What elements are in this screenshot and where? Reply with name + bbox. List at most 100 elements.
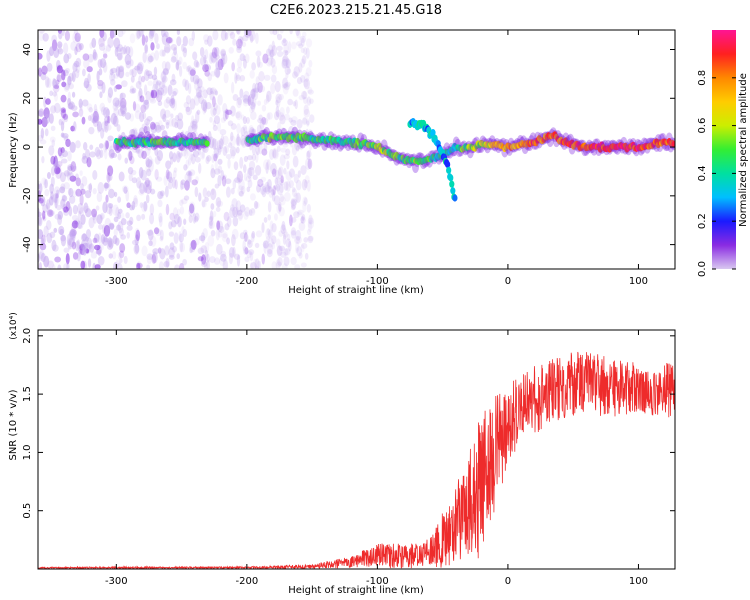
noise-speckle: [214, 67, 221, 78]
noise-speckle: [202, 228, 208, 239]
noise-speckle: [48, 113, 54, 124]
noise-speckle: [157, 100, 163, 107]
noise-speckle: [291, 144, 298, 156]
noise-speckle: [182, 46, 187, 58]
noise-speckle: [82, 245, 87, 256]
noise-speckle: [146, 168, 152, 177]
noise-speckle: [269, 30, 275, 35]
noise-speckle: [83, 58, 90, 69]
noise-speckle: [217, 174, 222, 187]
noise-speckle: [182, 258, 187, 266]
noise-speckle: [305, 118, 310, 127]
noise-speckle: [285, 180, 291, 192]
noise-speckle: [176, 60, 182, 66]
noise-speckle: [187, 171, 191, 184]
noise-speckle: [293, 192, 299, 204]
noise-speckle: [109, 223, 115, 230]
noise-speckle: [147, 155, 153, 168]
noise-speckle: [170, 94, 175, 105]
noise-speckle: [92, 210, 97, 221]
noise-speckle: [185, 106, 191, 113]
noise-speckle: [41, 155, 45, 164]
noise-speckle: [38, 211, 42, 218]
noise-speckle: [141, 201, 148, 213]
noise-speckle: [38, 262, 43, 269]
noise-speckle: [100, 106, 107, 116]
noise-speckle: [57, 43, 62, 53]
noise-speckle: [263, 117, 268, 126]
noise-speckle: [259, 119, 265, 131]
noise-speckle: [294, 264, 301, 269]
noise-speckle: [258, 85, 266, 93]
noise-speckle: [41, 117, 48, 128]
noise-speckle: [115, 84, 122, 90]
noise-speckle: [236, 209, 243, 216]
noise-speckle: [117, 52, 123, 61]
noise-speckle: [42, 204, 49, 213]
noise-speckle: [176, 118, 184, 130]
noise-speckle: [76, 35, 81, 47]
noise-speckle: [129, 129, 136, 137]
noise-speckle: [276, 245, 284, 256]
noise-speckle: [283, 167, 287, 175]
noise-speckle: [210, 52, 217, 64]
noise-speckle: [291, 188, 297, 197]
noise-speckle: [61, 195, 68, 202]
colorbar-scale: [712, 30, 736, 269]
noise-speckle: [232, 246, 236, 258]
noise-speckle: [181, 226, 185, 235]
noise-speckle: [276, 238, 281, 248]
noise-speckle: [71, 190, 78, 198]
noise-speckle: [190, 153, 196, 165]
noise-speckle: [262, 187, 269, 193]
noise-speckle: [119, 250, 125, 259]
noise-speckle: [63, 135, 69, 142]
noise-speckle: [308, 214, 313, 225]
noise-speckle: [187, 147, 193, 157]
noise-speckle: [73, 30, 78, 36]
noise-speckle: [165, 37, 173, 44]
noise-speckle: [146, 253, 154, 260]
noise-speckle: [279, 154, 286, 166]
colorbar-tick-label: 0.4: [697, 165, 708, 181]
noise-speckle: [185, 95, 192, 105]
noise-speckle: [64, 172, 70, 178]
noise-speckle: [189, 246, 193, 254]
noise-speckle: [134, 234, 140, 246]
noise-speckle: [171, 117, 177, 128]
noise-speckle: [118, 171, 125, 182]
noise-speckle: [216, 139, 222, 151]
noise-speckle: [103, 107, 110, 118]
noise-speckle: [160, 71, 167, 83]
noise-speckle: [105, 202, 113, 215]
noise-speckle: [162, 113, 167, 123]
noise-speckle: [239, 232, 246, 240]
noise-speckle: [271, 235, 277, 245]
noise-speckle: [81, 99, 89, 107]
noise-speckle: [113, 73, 120, 79]
noise-speckle: [252, 259, 258, 267]
noise-speckle: [242, 58, 247, 69]
noise-speckle: [76, 239, 81, 250]
noise-speckle: [105, 108, 111, 118]
noise-speckle: [125, 212, 130, 219]
noise-speckle: [155, 81, 161, 91]
noise-speckle: [57, 264, 62, 269]
noise-speckle: [281, 263, 288, 269]
noise-speckle: [50, 125, 56, 132]
noise-speckle: [225, 153, 232, 160]
noise-speckle: [298, 140, 304, 149]
noise-speckle: [235, 112, 241, 119]
noise-speckle: [165, 96, 171, 104]
noise-speckle: [255, 230, 263, 238]
noise-speckle: [60, 183, 66, 191]
noise-speckle: [192, 213, 197, 224]
noise-speckle: [152, 77, 159, 90]
noise-speckle: [225, 109, 233, 115]
noise-speckle: [46, 62, 53, 72]
noise-speckle: [209, 87, 217, 95]
noise-speckle: [63, 83, 70, 92]
noise-speckle: [303, 104, 309, 116]
noise-speckle: [153, 66, 158, 76]
